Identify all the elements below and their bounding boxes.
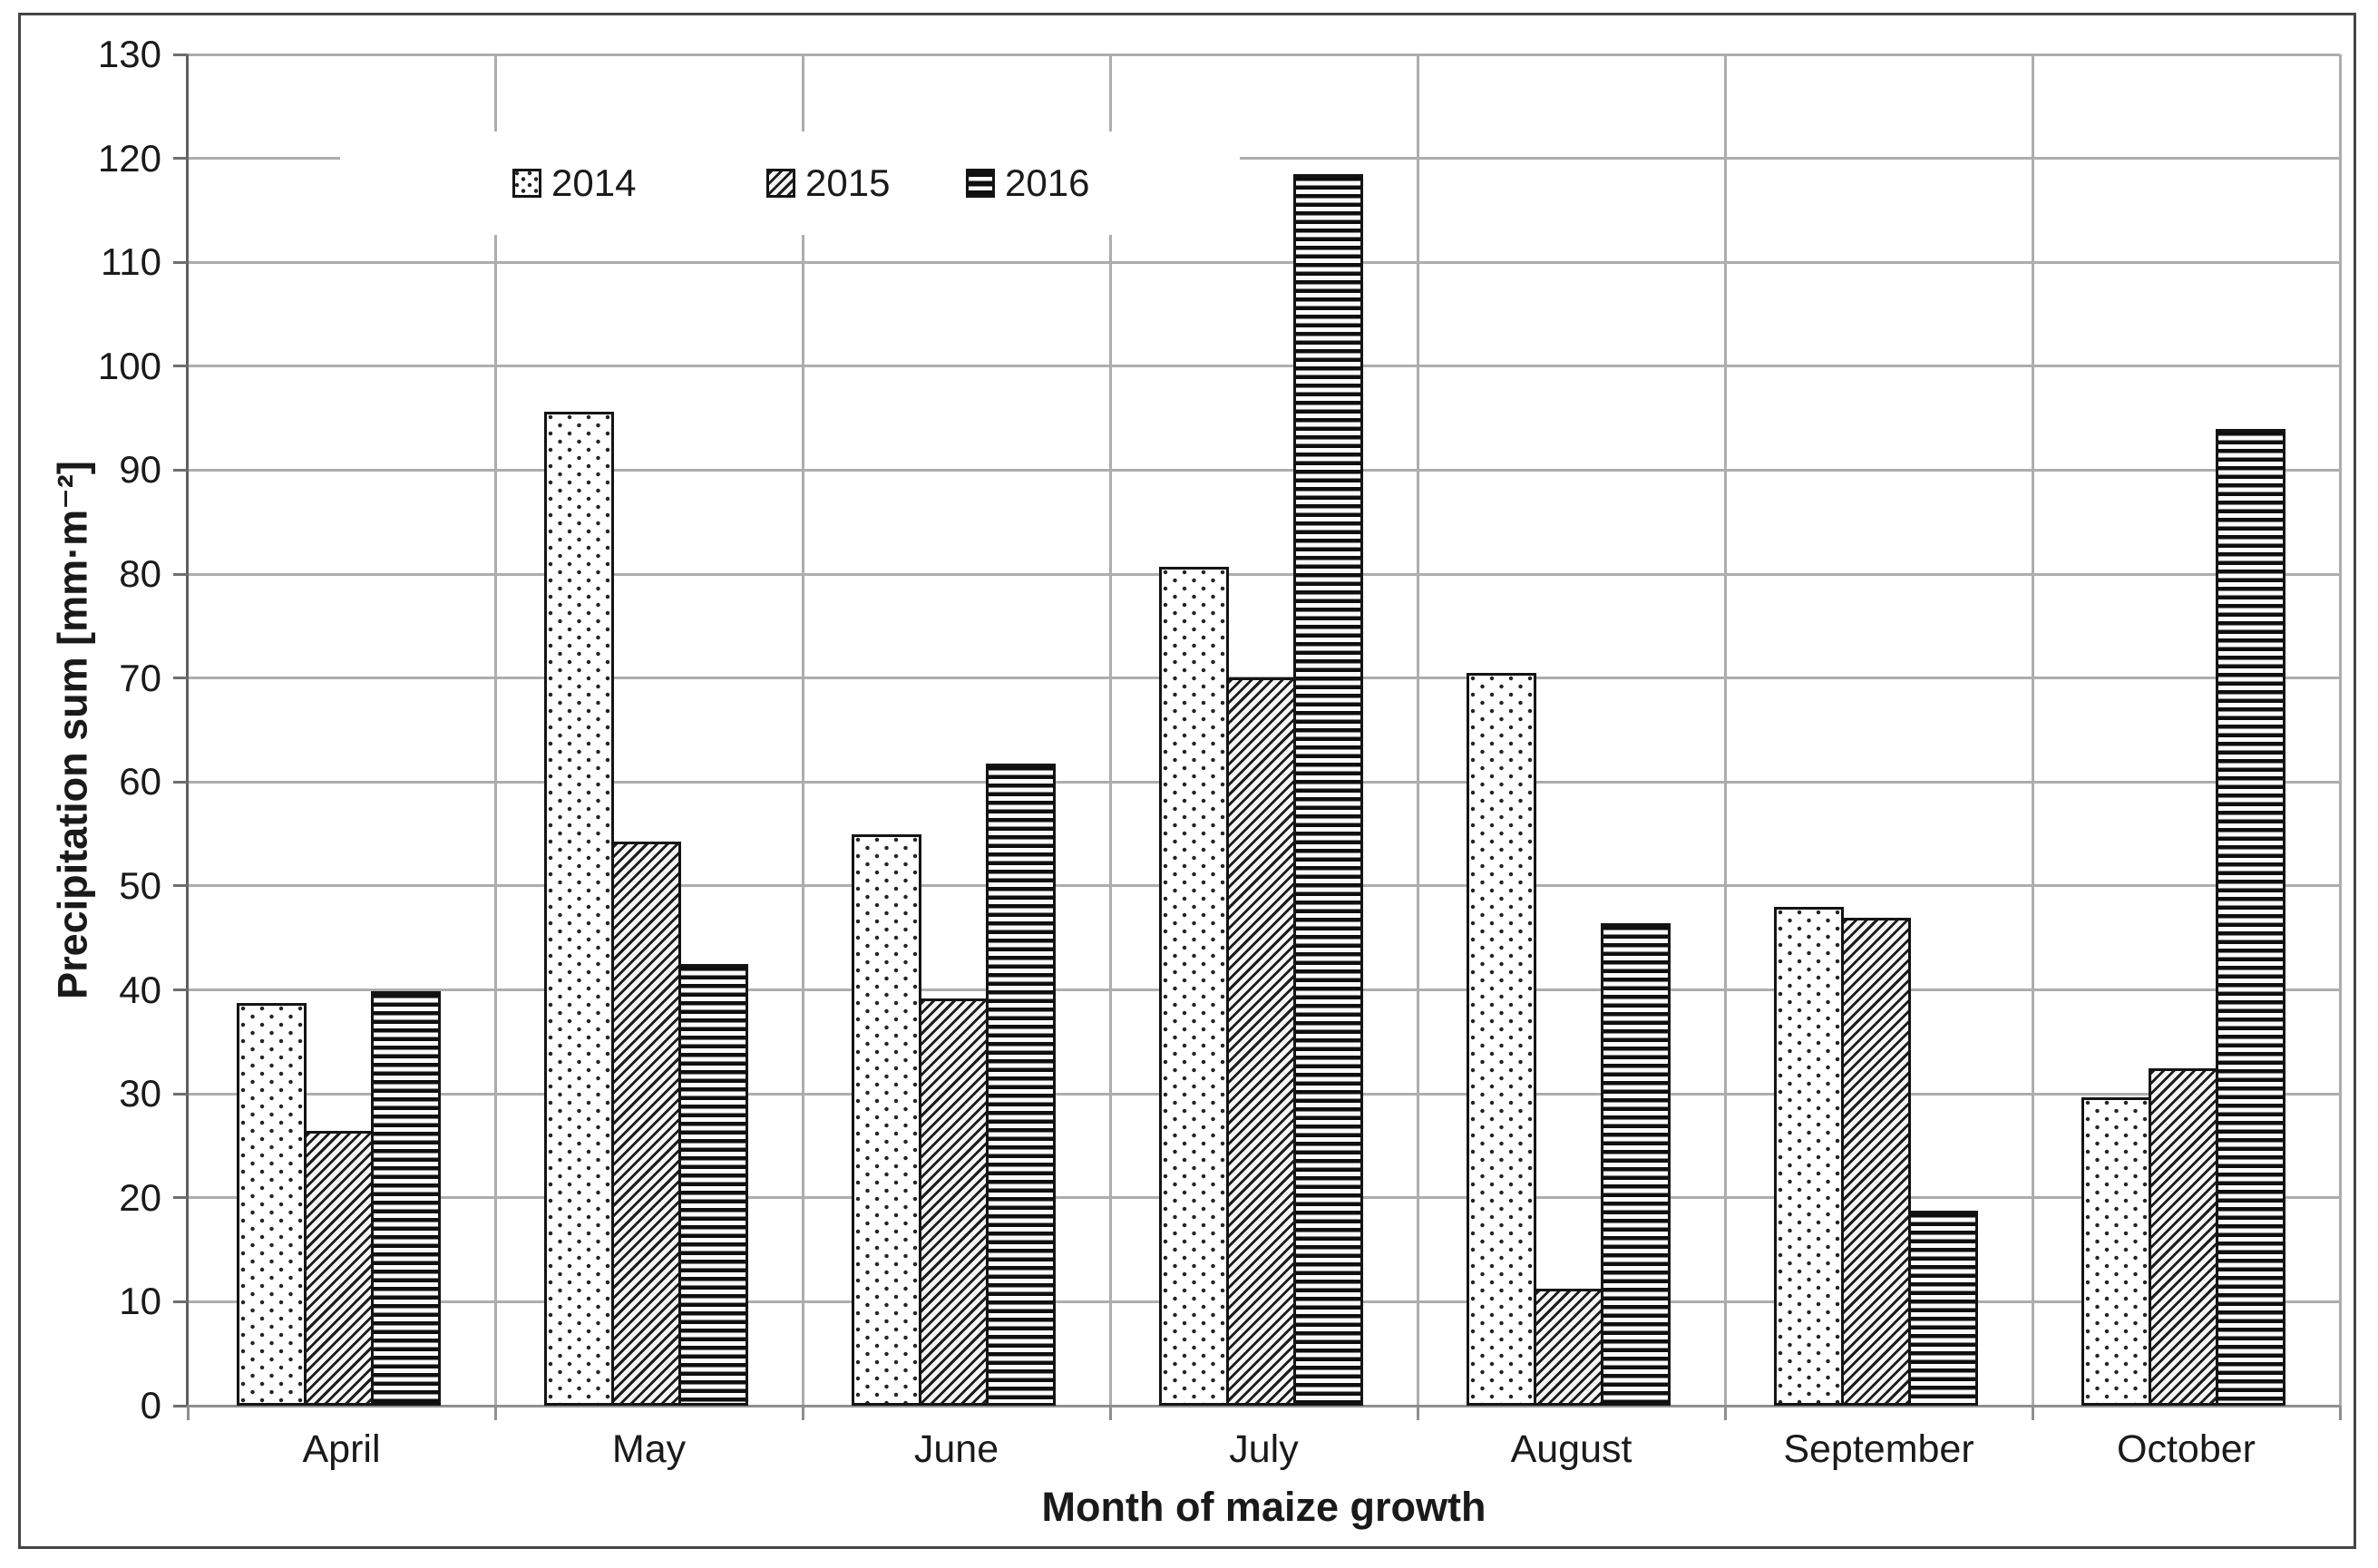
y-tick-100 <box>173 365 188 368</box>
ytick-label-20: 20 <box>119 1175 161 1219</box>
gridline-y-90 <box>188 468 2340 472</box>
bar-may-2016 <box>678 963 748 1406</box>
bar-june-2014 <box>852 833 921 1406</box>
y-tick-130 <box>173 53 188 56</box>
ytick-label-60: 60 <box>119 760 161 803</box>
y-tick-10 <box>173 1300 188 1303</box>
ytick-label-50: 50 <box>119 863 161 907</box>
y-tick-90 <box>173 468 188 472</box>
y-tick-20 <box>173 1196 188 1200</box>
bar-april-2014 <box>237 1003 307 1406</box>
x-tick-1 <box>493 1406 497 1420</box>
y-tick-110 <box>173 260 188 264</box>
bar-may-2014 <box>544 412 614 1406</box>
legend-swatch-diagonal-hatch-icon <box>766 169 795 198</box>
ytick-label-70: 70 <box>119 656 161 699</box>
x-tick-6 <box>2031 1406 2034 1420</box>
bar-july-2014 <box>1159 567 1229 1406</box>
legend-entry-2014: 2014 <box>512 131 636 235</box>
y-tick-30 <box>173 1092 188 1096</box>
bar-september-2016 <box>1908 1210 1978 1406</box>
y-tick-0 <box>173 1404 188 1407</box>
legend-label-2016: 2016 <box>1005 161 1090 204</box>
x-tick-7 <box>2338 1406 2342 1420</box>
gridline-y-110 <box>188 260 2340 264</box>
bar-august-2015 <box>1534 1288 1603 1406</box>
legend-entry-2015: 2015 <box>766 131 890 235</box>
y-tick-120 <box>173 157 188 161</box>
month-label-may: May <box>611 1427 687 1471</box>
ytick-label-120: 120 <box>97 136 161 180</box>
bar-september-2015 <box>1841 918 1911 1406</box>
month-label-august: August <box>1510 1427 1632 1471</box>
x-tick-2 <box>801 1406 804 1420</box>
bar-october-2015 <box>2149 1067 2218 1406</box>
gridline-x-5 <box>1723 54 1727 1406</box>
x-tick-4 <box>1416 1406 1419 1420</box>
bar-august-2016 <box>1601 923 1671 1406</box>
month-label-july: July <box>1229 1427 1299 1471</box>
legend-label-2014: 2014 <box>551 161 637 204</box>
x-axis-line <box>173 1405 2340 1407</box>
x-axis-title: Month of maize growth <box>1041 1484 1486 1530</box>
ytick-label-0: 0 <box>140 1384 161 1427</box>
bar-august-2014 <box>1467 672 1536 1406</box>
legend-entry-2016: 2016 <box>966 131 1089 235</box>
legend: 2014 2015 2016 <box>340 131 1240 235</box>
gridline-x-6 <box>2031 54 2034 1406</box>
month-label-june: June <box>913 1427 999 1471</box>
legend-swatch-horizontal-stripes-icon <box>966 169 995 198</box>
y-tick-40 <box>173 989 188 992</box>
month-label-april: April <box>302 1427 381 1471</box>
bar-july-2016 <box>1293 173 1363 1406</box>
gridline-x-7 <box>2338 54 2342 1406</box>
y-tick-60 <box>173 780 188 784</box>
ytick-label-80: 80 <box>119 552 161 596</box>
bar-may-2015 <box>611 841 681 1406</box>
y-axis-title: Precipitation sum [mm·m⁻²] <box>49 461 96 999</box>
ytick-label-130: 130 <box>97 33 161 75</box>
gridline-x-4 <box>1416 54 1419 1406</box>
ytick-label-30: 30 <box>119 1072 161 1115</box>
ytick-label-110: 110 <box>101 240 161 284</box>
ytick-label-40: 40 <box>119 968 161 1011</box>
plot-area: 2014 2015 2016 <box>173 53 2342 1407</box>
y-tick-50 <box>173 884 188 888</box>
gridline-x-2 <box>801 54 804 1406</box>
gridline-x-3 <box>1108 54 1112 1406</box>
y-axis-line <box>186 54 189 1406</box>
ytick-label-100: 100 <box>97 344 161 387</box>
ytick-label-90: 90 <box>119 448 161 492</box>
x-tick-5 <box>1723 1406 1727 1420</box>
y-tick-70 <box>173 677 188 680</box>
month-label-september: September <box>1783 1427 1974 1471</box>
ytick-label-10: 10 <box>119 1280 161 1323</box>
figure-border <box>18 13 2356 1549</box>
legend-swatch-dotted-icon <box>512 169 541 198</box>
legend-label-2015: 2015 <box>805 161 891 204</box>
bar-april-2016 <box>371 990 441 1406</box>
gridline-x-1 <box>493 54 497 1406</box>
gridline-y-130 <box>188 53 2340 56</box>
bar-june-2016 <box>986 763 1056 1406</box>
bar-september-2014 <box>1774 906 1844 1406</box>
bar-july-2015 <box>1226 677 1296 1406</box>
x-tick-0 <box>186 1406 190 1420</box>
x-tick-3 <box>1108 1406 1112 1420</box>
bar-april-2015 <box>304 1131 374 1406</box>
bar-october-2016 <box>2216 428 2285 1406</box>
gridline-y-120 <box>188 157 2340 161</box>
y-tick-80 <box>173 572 188 576</box>
gridline-y-80 <box>188 572 2340 576</box>
bar-june-2015 <box>919 998 989 1406</box>
bar-october-2014 <box>2081 1096 2151 1406</box>
month-label-october: October <box>2117 1427 2256 1471</box>
gridline-y-100 <box>188 365 2340 368</box>
